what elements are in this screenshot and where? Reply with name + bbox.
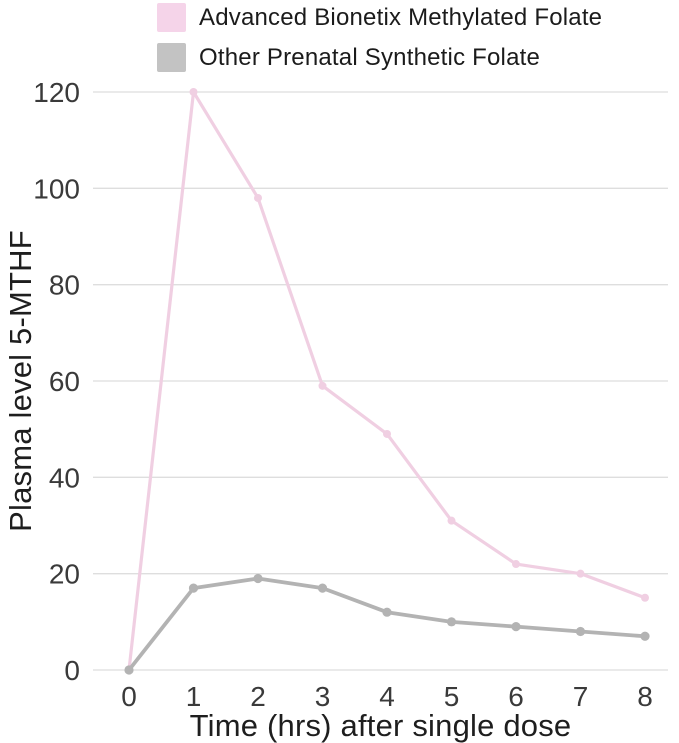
data-point-marker: [446, 617, 457, 627]
legend-label-advanced-bionetix: Advanced Bionetix Methylated Folate: [199, 3, 603, 31]
y-tick-label-80: 80: [49, 270, 80, 301]
data-point-marker: [447, 516, 456, 525]
x-tick-label-6: 6: [508, 681, 524, 712]
data-point-marker: [317, 583, 328, 593]
data-point-marker: [254, 193, 262, 202]
legend-label-other-prenatal: Other Prenatal Synthetic Folate: [199, 43, 541, 71]
legend-item-other-prenatal: Other Prenatal Synthetic Folate: [157, 43, 602, 72]
series-line-1: [127, 576, 647, 672]
y-axis-title: Plasma level 5-MTHF: [3, 230, 39, 532]
x-tick-label-0: 0: [121, 681, 137, 712]
y-tick-label-100: 100: [33, 173, 80, 204]
data-point-marker: [382, 607, 392, 617]
y-tick-label-0: 0: [64, 655, 80, 686]
data-point-marker: [188, 583, 199, 593]
data-point-marker: [318, 381, 327, 390]
x-tick-label-2: 2: [250, 681, 266, 712]
y-tick-label-120: 120: [33, 77, 80, 108]
legend-swatch-pink: [157, 3, 186, 32]
data-point-marker: [575, 626, 586, 637]
x-tick-label-3: 3: [315, 681, 331, 712]
data-point-marker: [124, 665, 134, 675]
x-tick-label-4: 4: [379, 681, 395, 712]
data-point-marker: [512, 560, 520, 569]
x-tick-label-7: 7: [573, 681, 589, 712]
data-point-marker: [189, 87, 198, 96]
data-point-marker: [576, 569, 585, 578]
y-tick-label-60: 60: [49, 366, 80, 397]
legend-swatch-gray: [157, 43, 186, 72]
data-point-marker: [383, 429, 391, 438]
data-point-marker: [641, 593, 649, 602]
legend-item-advanced-bionetix: Advanced Bionetix Methylated Folate: [157, 3, 602, 32]
x-tick-label-1: 1: [186, 681, 202, 712]
x-tick-label-5: 5: [444, 681, 460, 712]
y-tick-label-40: 40: [49, 462, 80, 493]
data-point-marker: [253, 573, 263, 584]
x-tick-label-8: 8: [637, 681, 653, 712]
x-axis-title: Time (hrs) after single dose: [189, 708, 572, 743]
chart-legend: Advanced Bionetix Methylated Folate Othe…: [157, 3, 602, 72]
y-axis-title-text: Plasma level 5-MTHF: [3, 230, 39, 532]
data-point-marker: [640, 631, 650, 641]
data-point-marker: [511, 622, 521, 632]
y-tick-label-20: 20: [49, 559, 80, 590]
